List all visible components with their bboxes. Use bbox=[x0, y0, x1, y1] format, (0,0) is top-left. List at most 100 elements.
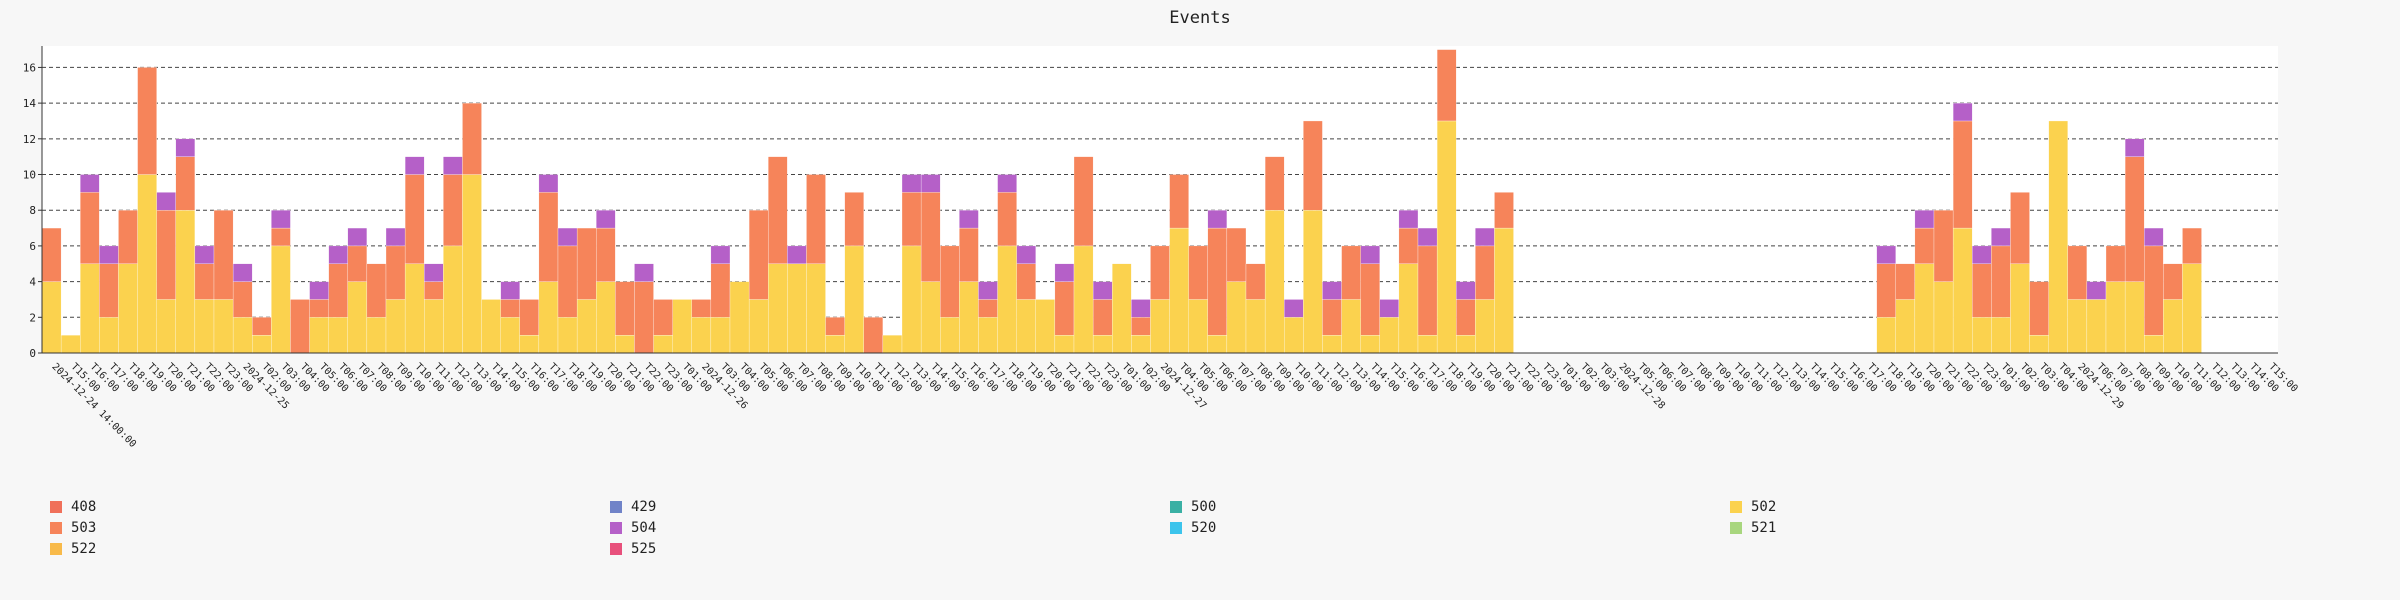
legend-item-502[interactable]: 502 bbox=[1730, 497, 1776, 517]
bar-segment-503 bbox=[385, 245, 406, 300]
bar-segment-502 bbox=[1073, 245, 1094, 354]
bar-segment-502 bbox=[1035, 299, 1056, 354]
bar-segment-502 bbox=[2086, 299, 2107, 354]
bar-segment-504 bbox=[271, 210, 291, 229]
bar-segment-503 bbox=[271, 227, 291, 247]
bar-segment-502 bbox=[1991, 317, 2011, 354]
bar-segment-502 bbox=[481, 299, 501, 354]
legend-swatch bbox=[50, 501, 62, 513]
bar-segment-502 bbox=[672, 299, 692, 354]
bar-segment-504 bbox=[596, 210, 616, 229]
bar-segment-502 bbox=[806, 263, 826, 354]
bar-segment-504 bbox=[500, 281, 520, 300]
bar-segment-503 bbox=[2067, 245, 2088, 300]
bar-segment-503 bbox=[347, 245, 368, 282]
legend-item-504[interactable]: 504 bbox=[610, 518, 656, 538]
bar-segment-503 bbox=[2182, 227, 2202, 264]
bar-segment-503 bbox=[920, 192, 941, 282]
bar-segment-503 bbox=[2163, 263, 2183, 300]
bar-segment-504 bbox=[634, 263, 654, 282]
legend-item-429[interactable]: 429 bbox=[610, 497, 656, 517]
bar-segment-502 bbox=[404, 263, 425, 354]
bar-segment-502 bbox=[557, 317, 578, 354]
bar-segment-503 bbox=[1188, 245, 1208, 300]
bar-segment-502 bbox=[1475, 299, 1495, 354]
bar-segment-502 bbox=[1895, 299, 1916, 354]
legend-item-500[interactable]: 500 bbox=[1170, 497, 1216, 517]
legend-label: 429 bbox=[631, 499, 657, 515]
legend-label: 525 bbox=[631, 541, 657, 557]
bar-segment-502 bbox=[940, 317, 960, 354]
y-tick-label: 16 bbox=[23, 61, 36, 74]
bar-segment-503 bbox=[1054, 281, 1075, 336]
bar-segment-503 bbox=[232, 281, 253, 318]
bar-segment-503 bbox=[576, 227, 597, 300]
bar-segment-502 bbox=[997, 245, 1017, 354]
bar-segment-504 bbox=[2124, 138, 2145, 157]
bar-segment-503 bbox=[997, 192, 1017, 247]
bar-segment-502 bbox=[1016, 299, 1036, 354]
bar-segment-502 bbox=[1456, 335, 1476, 354]
bar-segment-502 bbox=[519, 335, 540, 354]
bar-segment-503 bbox=[748, 210, 769, 300]
bar-segment-502 bbox=[309, 317, 329, 354]
bar-segment-502 bbox=[1972, 317, 1992, 354]
bar-segment-504 bbox=[347, 227, 368, 247]
bar-segment-502 bbox=[213, 299, 234, 354]
legend-item-522[interactable]: 522 bbox=[50, 539, 96, 559]
bar-segment-504 bbox=[1972, 245, 1992, 264]
bar-segment-502 bbox=[920, 281, 941, 354]
bar-segment-503 bbox=[844, 192, 864, 247]
legend-item-525[interactable]: 525 bbox=[610, 539, 656, 559]
legend-item-521[interactable]: 521 bbox=[1730, 518, 1776, 538]
legend-item-520[interactable]: 520 bbox=[1170, 518, 1216, 538]
bar-segment-502 bbox=[347, 281, 368, 354]
bar-segment-504 bbox=[99, 245, 119, 264]
bar-segment-502 bbox=[2048, 120, 2068, 354]
bar-segment-503 bbox=[1226, 227, 1247, 282]
bar-segment-504 bbox=[1360, 245, 1380, 264]
bar-segment-502 bbox=[41, 281, 62, 354]
bar-segment-504 bbox=[194, 245, 215, 264]
bar-segment-503 bbox=[806, 174, 826, 264]
bar-segment-504 bbox=[2144, 227, 2164, 247]
bar-segment-503 bbox=[2124, 156, 2145, 282]
bar-segment-502 bbox=[500, 317, 520, 354]
bar-segment-503 bbox=[1991, 245, 2011, 318]
bar-segment-503 bbox=[443, 174, 463, 247]
legend-swatch bbox=[610, 522, 622, 534]
legend-swatch bbox=[1170, 522, 1182, 534]
bar-segment-502 bbox=[901, 245, 922, 354]
legend-label: 521 bbox=[1751, 520, 1777, 536]
y-tick-label: 2 bbox=[29, 311, 36, 324]
bar-segment-502 bbox=[424, 299, 444, 354]
legend-label: 520 bbox=[1191, 520, 1217, 536]
legend-swatch bbox=[610, 543, 622, 555]
bar-segment-503 bbox=[137, 67, 157, 175]
bar-segment-504 bbox=[443, 156, 463, 175]
bar-segment-502 bbox=[576, 299, 597, 354]
legend-swatch bbox=[50, 522, 62, 534]
bar-segment-502 bbox=[99, 317, 119, 354]
bar-segment-502 bbox=[710, 317, 731, 354]
bar-segment-503 bbox=[653, 299, 673, 336]
legend-item-503[interactable]: 503 bbox=[50, 518, 96, 538]
bar-segment-502 bbox=[1379, 317, 1400, 354]
bar-segment-503 bbox=[156, 210, 176, 300]
bar-segment-502 bbox=[538, 281, 559, 354]
bar-segment-504 bbox=[1379, 299, 1400, 318]
bar-segment-504 bbox=[1456, 281, 1476, 300]
legend-label: 500 bbox=[1191, 499, 1217, 515]
legend-item-408[interactable]: 408 bbox=[50, 497, 96, 517]
legend-label: 503 bbox=[71, 520, 97, 536]
bar-segment-504 bbox=[787, 245, 807, 264]
bar-segment-504 bbox=[557, 227, 578, 247]
bar-segment-502 bbox=[787, 263, 807, 354]
bar-segment-503 bbox=[596, 227, 616, 282]
bar-segment-503 bbox=[710, 263, 731, 318]
bar-segment-502 bbox=[825, 335, 845, 354]
legend-swatch bbox=[610, 501, 622, 513]
bar-segment-502 bbox=[2010, 263, 2030, 354]
bar-segment-504 bbox=[1952, 102, 1973, 122]
bar-segment-503 bbox=[1876, 263, 1896, 318]
